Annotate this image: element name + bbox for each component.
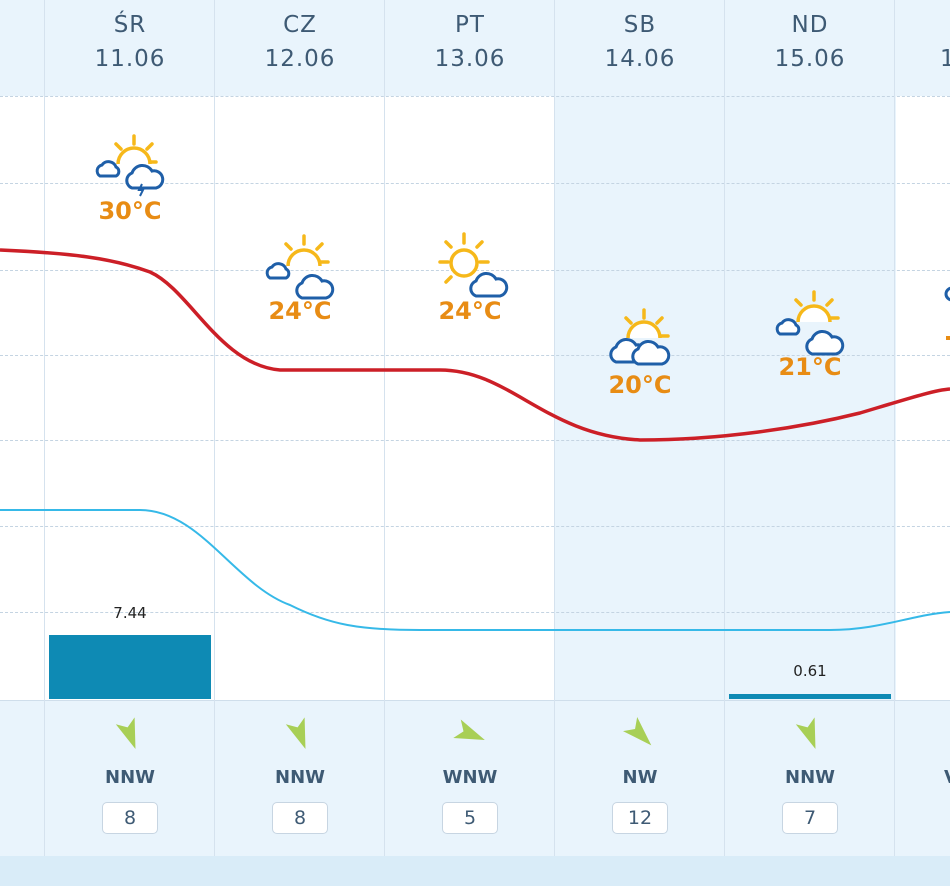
column-divider (554, 0, 555, 856)
day-of-week: ŚR (113, 12, 147, 38)
grid-line (0, 183, 950, 184)
column-divider (44, 0, 45, 856)
wind-direction: NNW (785, 767, 835, 788)
temperature-line (0, 248, 950, 442)
day-date: 13.06 (434, 46, 506, 72)
wind-arrow-icon (285, 717, 306, 750)
wind-speed: 12 (612, 802, 668, 834)
weather-day-3: 24°C (400, 232, 540, 324)
weather-day-1: 30°C (60, 132, 200, 224)
weather-day-5: 21°C (740, 288, 880, 380)
sun-cloud-icon (775, 290, 845, 356)
column-divider (214, 0, 215, 856)
wind-cell-partial: V (896, 714, 950, 790)
wind-direction: NNW (105, 767, 155, 788)
temperature-label: 30°C (98, 197, 162, 225)
wind-speed: 8 (272, 802, 328, 834)
precipitation-label: 7.44 (113, 604, 147, 622)
grid-line (0, 440, 950, 441)
day-date: 12.06 (264, 46, 336, 72)
wind-arrow-icon (115, 717, 136, 750)
wind-direction: WNW (442, 767, 498, 788)
column-divider (724, 0, 725, 856)
sun-clouds-icon (609, 308, 671, 366)
wind-direction-partial: V (896, 766, 950, 790)
temperature-label: 24°C (438, 297, 502, 325)
day-date: 15.06 (774, 46, 846, 72)
day-of-week: CZ (283, 12, 317, 38)
precipitation-bar (49, 635, 211, 699)
wind-speed: 5 (442, 802, 498, 834)
wind-cell: NNW 7 (726, 714, 894, 834)
day-header: SB 14.06 (556, 8, 724, 76)
forecast-curves (0, 248, 950, 631)
day-of-week: PT (455, 12, 485, 38)
bottom-band (0, 856, 950, 886)
precipitation-line (0, 509, 950, 631)
wind-arrow-icon (453, 719, 485, 740)
day-header-partial: 1 (896, 8, 950, 76)
partial-weather-icon (944, 286, 950, 340)
day-date: 14.06 (604, 46, 676, 72)
temperature-label: 20°C (608, 371, 672, 399)
wind-direction: NW (622, 767, 658, 788)
grid-line (0, 96, 950, 97)
day-date-partial: 1 (940, 46, 950, 72)
day-header: CZ 12.06 (216, 8, 384, 76)
day-date: 11.06 (94, 46, 166, 72)
wind-arrow-icon (623, 717, 652, 746)
wind-arrow-icon (795, 717, 816, 750)
column-divider (384, 0, 385, 856)
sun-cloud-icon (438, 232, 509, 298)
column-divider (894, 0, 895, 856)
weather-day-2: 24°C (230, 232, 370, 324)
day-header: ŚR 11.06 (46, 8, 214, 76)
day-header: PT 13.06 (386, 8, 554, 76)
day-header: ND 15.06 (726, 8, 894, 76)
wind-direction: NNW (275, 767, 325, 788)
wind-speed: 8 (102, 802, 158, 834)
precipitation-label: 0.61 (793, 662, 827, 680)
day-of-week: ND (791, 12, 829, 38)
precipitation-bar (729, 694, 891, 699)
temperature-label: 21°C (778, 353, 842, 381)
temperature-label: 24°C (268, 297, 332, 325)
wind-speed: 7 (782, 802, 838, 834)
weather-day-4: 20°C (570, 306, 710, 398)
grid-line (0, 355, 950, 356)
wind-cell: NW 12 (556, 714, 724, 834)
wind-cell: WNW 5 (386, 714, 554, 834)
grid-line (0, 526, 950, 527)
sun-cloud-icon (265, 234, 335, 300)
grid-line (0, 612, 950, 613)
wind-cell: NNW 8 (46, 714, 214, 834)
day-of-week: SB (623, 12, 657, 38)
sun-cloud-storm-icon (95, 134, 165, 197)
wind-cell: NNW 8 (216, 714, 384, 834)
